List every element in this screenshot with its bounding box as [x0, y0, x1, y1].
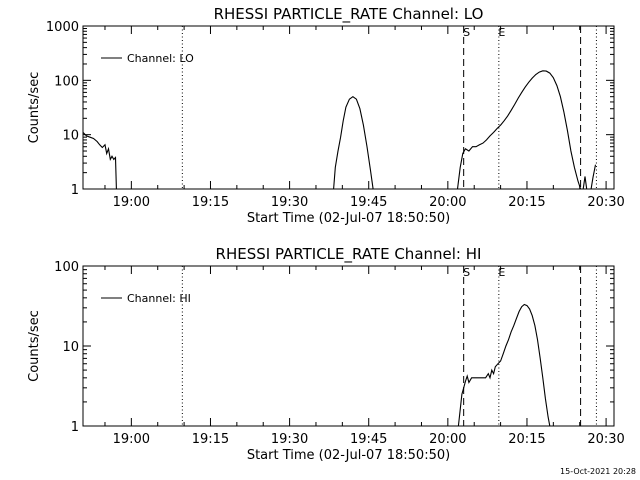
chart-0-series-line-segment [333, 96, 374, 190]
chart-0-y-tick-label: 1 [71, 183, 79, 198]
chart-0-x-axis-label: Start Time (02-Jul-07 18:50:50) [247, 211, 450, 226]
chart-0-y-tick-label: 10 [62, 129, 79, 144]
chart-0-title: RHESSI PARTICLE_RATE Channel: LO [214, 5, 484, 24]
chart-1-y-tick-label: 1 [71, 420, 79, 435]
footer-timestamp: 15-Oct-2021 20:28 [560, 467, 636, 476]
chart-0-x-tick-label: 19:30 [271, 195, 308, 210]
chart-0-marker-label: S [463, 26, 470, 39]
chart-0-x-tick-label: 19:15 [192, 195, 229, 210]
chart-1-marker-label: E [498, 266, 505, 279]
chart-lo-channel: RHESSI PARTICLE_RATE Channel: LO Start Ti… [27, 5, 625, 226]
chart-1-plot-frame [82, 265, 615, 427]
chart-1-x-tick-label: 19:45 [350, 432, 387, 447]
chart-1-x-axis-label: Start Time (02-Jul-07 18:50:50) [247, 448, 450, 463]
chart-0-series-line-segment [456, 70, 582, 190]
chart-1-x-tick-label: 20:15 [508, 432, 545, 447]
chart-0-x-tick-label: 20:00 [429, 195, 466, 210]
chart-0-marker-label: E [498, 26, 505, 39]
chart-0-x-tick-label: 19:00 [113, 195, 150, 210]
chart-0-y-tick-label: 1000 [46, 20, 79, 35]
chart-1-y-tick-label: 100 [54, 260, 79, 275]
chart-1-x-tick-label: 19:15 [192, 432, 229, 447]
chart-0-series-line-segment [82, 132, 117, 190]
chart-1-x-tick-label: 19:00 [113, 432, 150, 447]
chart-1-series-line-segment [457, 303, 551, 427]
chart-0-y-tick-label: 100 [54, 74, 79, 89]
chart-0-series-line-segment [590, 164, 597, 190]
chart-1-y-tick-label: 10 [62, 340, 79, 355]
chart-1-marker-label: S [463, 266, 470, 279]
chart-0-plot-frame [82, 25, 615, 190]
chart-1-legend-label: Channel: HI [127, 292, 191, 305]
chart-0-legend-label: Channel: LO [127, 52, 194, 65]
chart-0-y-axis-label: Counts/sec [27, 72, 42, 144]
chart-0-x-tick-label: 20:30 [587, 195, 624, 210]
chart-1-x-tick-label: 19:30 [271, 432, 308, 447]
chart-0-x-tick-label: 20:15 [508, 195, 545, 210]
chart-hi-channel: RHESSI PARTICLE_RATE Channel: HI Start Ti… [27, 245, 625, 463]
chart-0-series-line-segment [582, 176, 588, 190]
chart-1-x-tick-label: 20:30 [587, 432, 624, 447]
chart-1-x-tick-label: 20:00 [429, 432, 466, 447]
chart-0-x-tick-label: 19:45 [350, 195, 387, 210]
chart-1-title: RHESSI PARTICLE_RATE Channel: HI [216, 245, 482, 264]
chart-1-y-axis-label: Counts/sec [27, 310, 42, 382]
